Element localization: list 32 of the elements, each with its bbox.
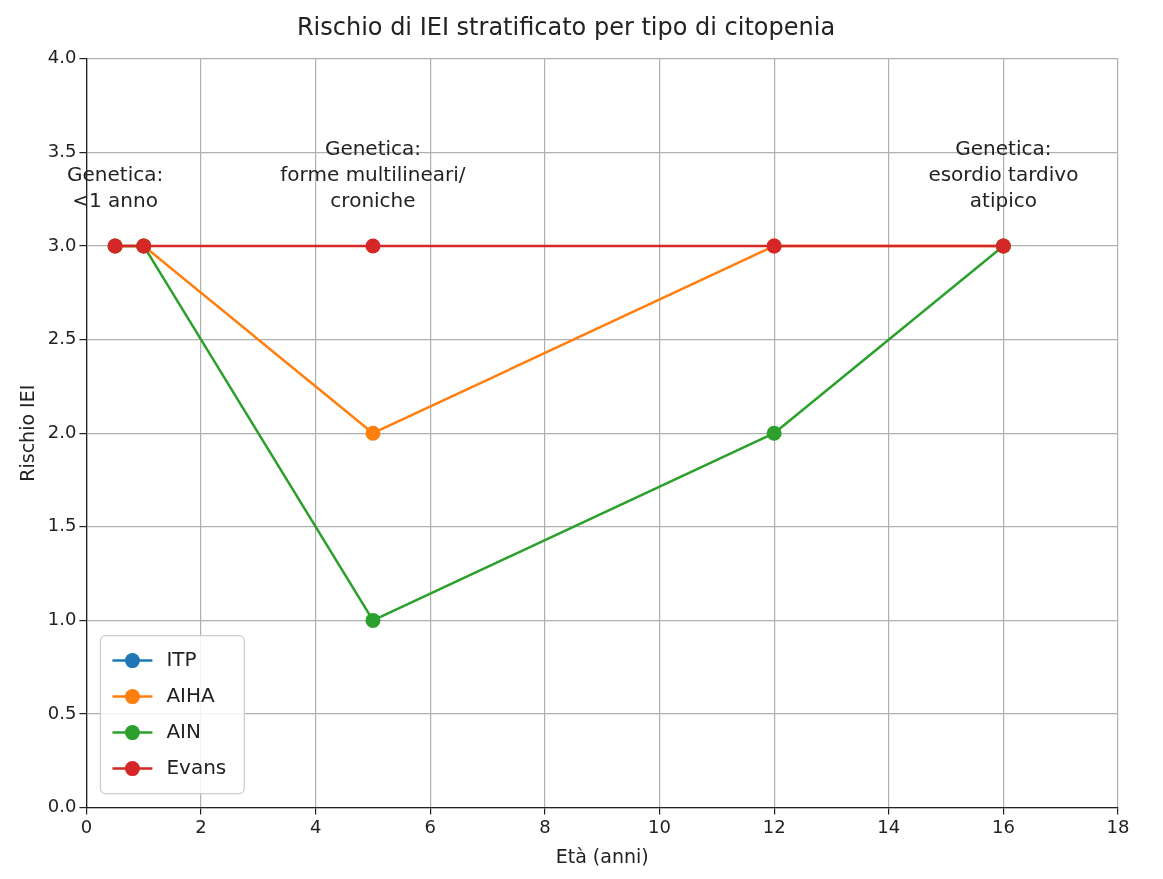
y-tick-label: 2.0 <box>47 420 77 442</box>
x-tick-label: 2 <box>195 816 207 838</box>
x-tick-label: 8 <box>539 816 551 838</box>
legend-label: AIHA <box>166 682 216 707</box>
y-tick-label: 1.0 <box>47 608 77 630</box>
y-tick-label: 1.5 <box>47 514 77 536</box>
legend-label: AIN <box>166 718 201 743</box>
x-tick-label: 10 <box>648 816 671 838</box>
y-axis-title: Rischio IEI <box>16 384 39 482</box>
x-tick-label: 16 <box>991 816 1015 838</box>
x-tick-label: 6 <box>424 816 437 838</box>
y-tick-label: 3.5 <box>47 140 77 162</box>
x-axis-title: Età (anni) <box>555 844 649 867</box>
y-tick-label: 4.0 <box>47 46 77 68</box>
y-tick-label: 0.0 <box>47 795 77 817</box>
point <box>365 238 381 254</box>
legend-label: Evans <box>166 754 227 779</box>
y-tick-label: 0.5 <box>47 701 77 723</box>
x-tick-label: 14 <box>877 816 901 838</box>
x-tick-label: 0 <box>80 816 93 838</box>
point <box>365 612 381 628</box>
y-tick-label: 3.0 <box>47 233 77 255</box>
annotation: Genetica: esordio tardivo atipico <box>928 136 1079 213</box>
point <box>365 425 381 441</box>
x-tick-label: 12 <box>762 816 786 838</box>
annotation: Genetica: forme multilineari/ croniche <box>280 136 466 213</box>
y-tick-label: 2.5 <box>47 327 77 349</box>
legend-label: ITP <box>166 646 197 671</box>
x-tick-label: 4 <box>309 816 322 838</box>
point <box>766 425 782 441</box>
chart-title: Rischio di IEI stratificato per tipo di citopenia <box>296 12 836 41</box>
x-tick-label: 18 <box>1106 816 1130 838</box>
